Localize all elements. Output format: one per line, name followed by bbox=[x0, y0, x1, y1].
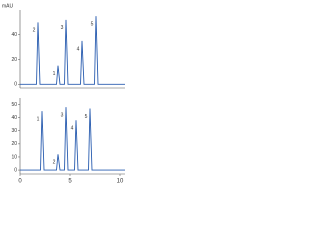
y-tick-label: 20 bbox=[11, 141, 17, 147]
y-tick-label: 0 bbox=[14, 82, 17, 88]
peak-label: 3 bbox=[61, 113, 64, 119]
peak-label: 2 bbox=[33, 28, 36, 34]
peak-label: 4 bbox=[77, 46, 80, 52]
y-tick-label: 20 bbox=[11, 57, 17, 63]
chromatogram-line bbox=[20, 16, 125, 85]
peak-label: 5 bbox=[91, 22, 94, 28]
peak-label: 5 bbox=[85, 114, 88, 120]
peak-label: 2 bbox=[53, 160, 56, 166]
peak-label: 3 bbox=[61, 25, 64, 31]
y-tick-label: 50 bbox=[11, 102, 17, 108]
peak-label: 4 bbox=[71, 126, 74, 132]
y-tick-label: 10 bbox=[11, 154, 17, 160]
chromatogram-line bbox=[20, 107, 125, 171]
y-tick-label: 0 bbox=[14, 167, 17, 173]
y-axis-label: mAU bbox=[2, 3, 14, 9]
y-tick-label: 40 bbox=[11, 115, 17, 121]
peak-label: 1 bbox=[37, 116, 40, 122]
x-tick-label: 10 bbox=[117, 179, 124, 185]
y-tick-label: 30 bbox=[11, 128, 17, 134]
x-tick-label: 5 bbox=[68, 179, 72, 185]
peak-label: 1 bbox=[53, 71, 56, 77]
y-tick-label: 40 bbox=[11, 32, 17, 38]
x-tick-label: 0 bbox=[18, 179, 22, 185]
